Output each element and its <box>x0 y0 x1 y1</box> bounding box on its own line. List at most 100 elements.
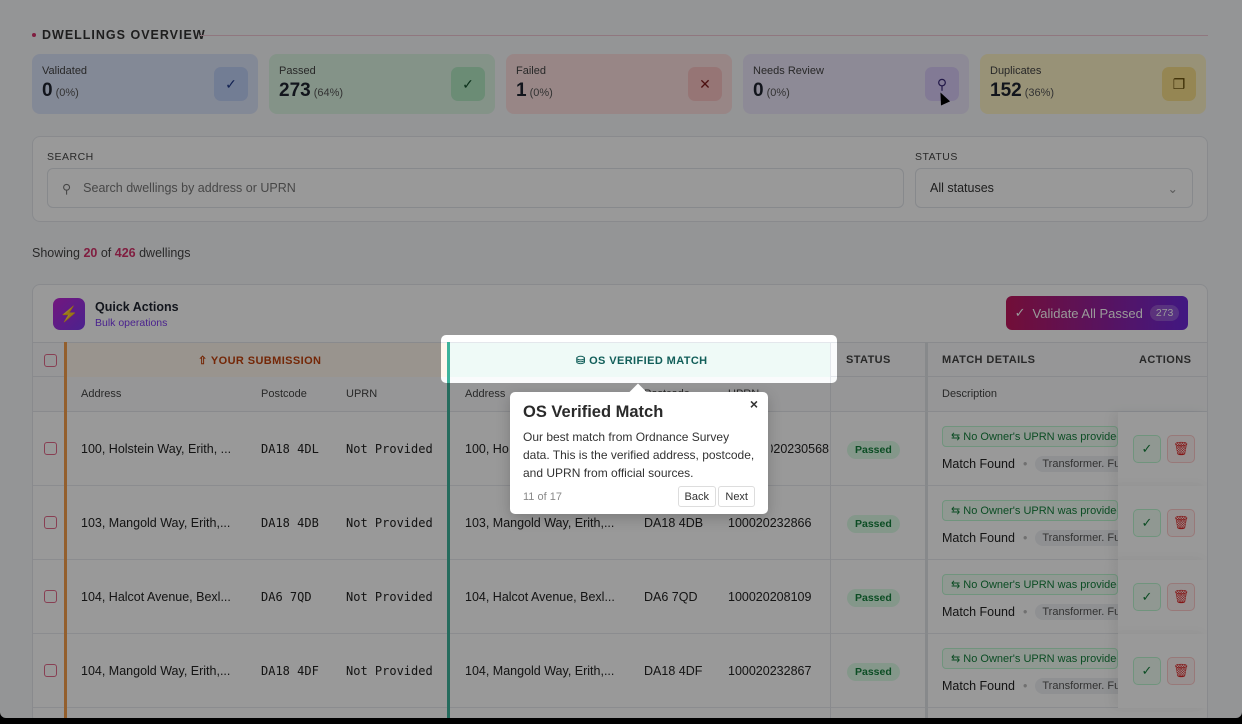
stat-card-duplicates[interactable]: Duplicates 152 (36%) ❐ <box>980 54 1206 114</box>
search-icon: ⚲ <box>62 181 72 196</box>
status-value: All statuses <box>930 181 994 195</box>
row-checkbox[interactable] <box>44 442 57 455</box>
search-input[interactable]: ⚲ Search dwellings by address or UPRN <box>47 168 904 208</box>
actions-cell: ✓ 🗑 <box>1118 634 1207 708</box>
column-match-details: MATCH DETAILS <box>942 354 1036 366</box>
quick-actions-subtitle: Bulk operations <box>95 317 168 329</box>
column-address: Address <box>81 388 122 400</box>
trash-icon: 🗑 <box>1172 441 1190 456</box>
os-postcode: DA6 7QD <box>644 590 698 604</box>
check-icon: ✓ <box>1141 515 1153 530</box>
stat-label: Failed <box>516 65 546 77</box>
validate-label: Validate All Passed <box>1032 305 1143 321</box>
showing-count: Showing 20 of 426 dwellings <box>32 246 191 260</box>
postcode: DA18 4DF <box>261 664 319 678</box>
column-uprn: UPRN <box>346 388 378 400</box>
match-info: Match Found•Transformer. Fuzzy <box>942 530 1118 546</box>
table-row: 104, Mangold Way, Erith,... DA18 4DF Not… <box>33 634 1207 708</box>
actions-cell: ✓ 🗑 <box>1118 412 1207 486</box>
delete-button[interactable]: 🗑 <box>1167 583 1195 611</box>
row-checkbox[interactable] <box>44 516 57 529</box>
delete-button[interactable]: 🗑 <box>1167 657 1195 685</box>
approve-button[interactable]: ✓ <box>1133 435 1161 463</box>
filters-panel: SEARCH ⚲ Search dwellings by address or … <box>32 136 1208 222</box>
postcode: DA6 7QD <box>261 590 312 604</box>
check-circle-icon: ✓ <box>1014 305 1026 320</box>
address: 100, Holstein Way, Erith, ... <box>81 442 232 456</box>
stat-value: 152 (36%) <box>990 80 1055 101</box>
tour-next-button[interactable]: Next <box>718 486 755 507</box>
stat-card-failed[interactable]: Failed 1 (0%) ✕ <box>506 54 732 114</box>
table-row: 104, Halcot Avenue, Bexl... DA6 7QD Not … <box>33 560 1207 634</box>
section-title-text: DWELLINGS OVERVIEW <box>42 28 206 42</box>
stat-value: 0 (0%) <box>42 80 79 101</box>
os-uprn: 100020232866 <box>728 516 812 530</box>
check-icon: ✓ <box>1141 589 1153 604</box>
chevron-down-icon: ⌄ <box>1167 181 1178 196</box>
table-row: 103, Mangold Way, Erith,... DA18 4DB Not… <box>33 486 1207 560</box>
uprn: Not Provided <box>346 590 433 604</box>
stat-card-validated[interactable]: Validated 0 (0%) ✓ <box>32 54 258 114</box>
status-badge: Passed <box>847 663 900 681</box>
tour-progress: 11 of 17 <box>523 491 562 503</box>
stat-card-passed[interactable]: Passed 273 (64%) ✓ <box>269 54 495 114</box>
match-method-tag: Transformer. Fuzzy <box>1035 604 1118 620</box>
column-os-address: Address <box>465 388 506 400</box>
uprn-note: ⇆ No Owner's UPRN was provided <box>942 648 1118 669</box>
stat-label: Passed <box>279 65 316 77</box>
address: 103, Mangold Way, Erith,... <box>81 516 231 530</box>
stat-label: Duplicates <box>990 65 1042 77</box>
approve-button[interactable]: ✓ <box>1133 509 1161 537</box>
approve-button[interactable]: ✓ <box>1133 583 1161 611</box>
stat-label: Validated <box>42 65 88 77</box>
match-info: Match Found•Transformer. Fuzzy <box>942 456 1118 472</box>
delete-button[interactable]: 🗑 <box>1167 509 1195 537</box>
trash-icon: 🗑 <box>1172 663 1190 678</box>
tour-back-button[interactable]: Back <box>677 486 716 507</box>
status-badge: Passed <box>847 589 900 607</box>
column-status: STATUS <box>846 354 891 366</box>
row-checkbox[interactable] <box>44 664 57 677</box>
postcode: DA18 4DL <box>261 442 319 456</box>
search-placeholder: Search dwellings by address or UPRN <box>83 181 296 195</box>
search-label: SEARCH <box>47 151 94 163</box>
approve-button[interactable]: ✓ <box>1133 657 1161 685</box>
uprn: Not Provided <box>346 442 433 456</box>
check-circle-icon: ✓ <box>214 67 248 101</box>
postcode: DA18 4DB <box>261 516 319 530</box>
match-method-tag: Transformer. Fuzzy <box>1035 678 1118 694</box>
close-icon[interactable]: × <box>749 396 758 412</box>
os-uprn: 100020230568 <box>771 442 829 456</box>
status-badge: Passed <box>847 441 900 459</box>
match-method-tag: Transformer. Fuzzy <box>1035 530 1118 546</box>
search-icon: ⚲ <box>925 67 959 101</box>
validate-all-passed-button[interactable]: ✓ Validate All Passed 273 <box>1006 296 1188 330</box>
actions-cell: ✓ 🗑 <box>1118 560 1207 634</box>
os-address: 103, Mangold Way, Erith,... <box>465 516 615 530</box>
match-info: Match Found•Transformer. Fuzzy <box>942 678 1118 694</box>
trash-icon: 🗑 <box>1172 589 1190 604</box>
delete-button[interactable]: 🗑 <box>1167 435 1195 463</box>
column-description: Description <box>942 388 998 400</box>
match-info: Match Found•Transformer. Fuzzy <box>942 604 1118 620</box>
status-label: STATUS <box>915 151 958 163</box>
column-postcode: Postcode <box>261 388 307 400</box>
check-icon: ✓ <box>1141 441 1153 456</box>
check-icon: ✓ <box>1141 663 1153 678</box>
uprn-note: ⇆ No Owner's UPRN was provided <box>942 426 1118 447</box>
tour-highlight <box>441 335 837 383</box>
group-os-verified-match: ⛁ OS VERIFIED MATCH <box>576 355 708 367</box>
lightning-icon: ⚡ <box>53 298 85 330</box>
validate-count: 273 <box>1149 305 1180 321</box>
status-select[interactable]: All statuses ⌄ <box>915 168 1193 208</box>
select-all-checkbox[interactable] <box>44 354 57 367</box>
os-address: 104, Halcot Avenue, Bexl... <box>465 590 615 604</box>
os-uprn: 100020208109 <box>728 590 812 604</box>
table-group-header: ⇧ YOUR SUBMISSION ⛁ OS VERIFIED MATCH ST… <box>33 342 1207 377</box>
stat-card-needs-review[interactable]: Needs Review 0 (0%) ⚲ <box>743 54 969 114</box>
address: 104, Halcot Avenue, Bexl... <box>81 590 231 604</box>
row-checkbox[interactable] <box>44 590 57 603</box>
stat-value: 273 (64%) <box>279 80 344 101</box>
os-address: 104, Mangold Way, Erith,... <box>465 664 615 678</box>
x-circle-icon: ✕ <box>688 67 722 101</box>
